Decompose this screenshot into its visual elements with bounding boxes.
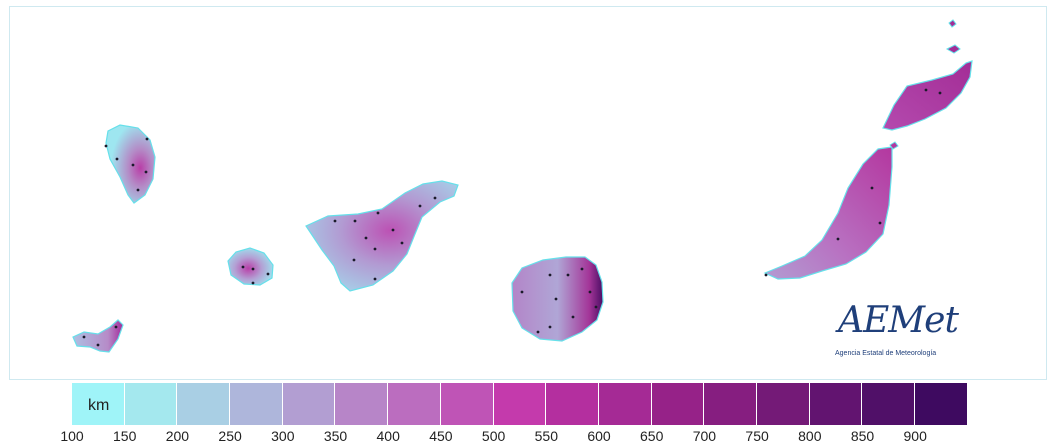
legend-swatch [915,383,968,425]
legend-swatch [493,383,547,425]
island-tenerife [305,180,459,292]
legend-swatch [440,383,494,425]
legend-swatch [282,383,336,425]
island-fuerteventura [763,146,893,280]
island-la-gomera [227,247,274,286]
legend-tick-label: 850 [850,428,875,444]
legend-tick-label: 650 [640,428,664,444]
legend-tick-label: 750 [745,428,769,444]
legend-swatch [862,383,915,425]
legend-swatch [230,383,283,425]
legend-tick-label: 150 [113,428,137,444]
aemet-logo: AEMet Agencia Estatal de Meteorología [835,300,970,364]
island-gran-canaria [511,256,604,342]
legend-color-scale [72,383,968,425]
island-el-hierro [72,319,124,353]
legend-tick-label: 400 [376,428,400,444]
islet-la-graciosa [945,44,961,54]
islet-alegranza [948,19,957,28]
legend-tick-label: 500 [481,428,506,444]
legend-tick-label: 450 [429,428,453,444]
legend-tick-label: 550 [534,428,558,444]
legend-tick-label: 300 [271,428,295,444]
legend-tick-label: 350 [323,428,348,444]
legend-tick-label: 800 [798,428,822,444]
map-frame [9,6,1047,380]
legend-swatch [72,383,125,425]
aemet-wordmark: AEMet [838,300,959,341]
legend-swatch [335,383,389,425]
islet-lobos [889,141,899,150]
legend-tick-label: 900 [903,428,927,444]
weather-stations [82,88,942,347]
legend-tick-label: 200 [165,428,190,444]
aemet-agency-name: Agencia Estatal de Meteorología [835,350,937,357]
legend-tick-label: 700 [692,428,717,444]
legend-unit: km [88,397,110,414]
legend-tick-labels: 100 150 200 250 300 350 400 450 500 550 600 650 700 7… [0,428,1056,446]
island-la-palma [105,124,156,204]
legend-tick-label: 600 [587,428,611,444]
legend-swatch [756,383,810,425]
legend-swatch [598,383,652,425]
legend-swatch [651,383,705,425]
legend-swatch [809,383,863,425]
legend-swatch [388,383,441,425]
legend-tick-label: 100 [60,428,84,444]
legend-swatch [124,383,178,425]
island-lanzarote [882,60,973,131]
legend-tick-label: 250 [218,428,242,444]
legend-swatch [177,383,231,425]
islands-map [72,19,973,353]
legend-swatch [704,383,757,425]
legend-swatch [546,383,599,425]
